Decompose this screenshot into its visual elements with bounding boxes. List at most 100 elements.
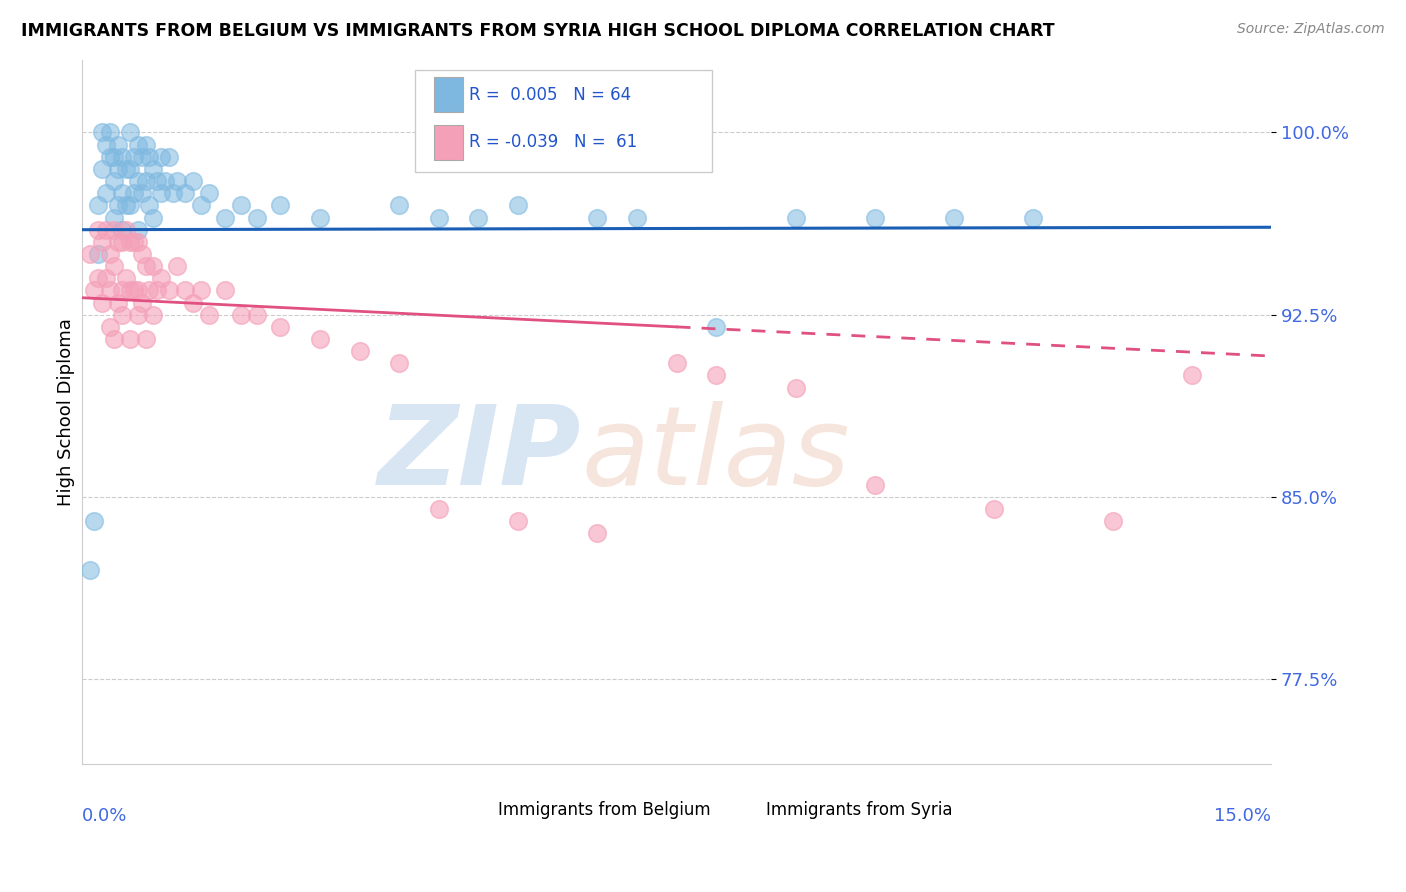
Point [107,161,129,176]
Point [111,150,134,164]
Y-axis label: High School Diploma: High School Diploma [58,318,75,506]
Point [87,271,110,285]
Point [135,174,157,188]
Point [114,198,136,212]
Point [94,186,117,201]
Point [135,259,157,273]
Point [103,174,125,188]
Point [127,223,149,237]
Text: R = -0.039   N =  61: R = -0.039 N = 61 [468,134,637,152]
Point [111,235,134,249]
Point [785,381,807,395]
Point [98,247,121,261]
Point [94,137,117,152]
Point [229,198,252,212]
Point [79,247,101,261]
FancyBboxPatch shape [434,125,463,160]
Point [198,308,221,322]
Point [427,211,450,225]
Point [98,284,121,298]
Point [142,259,165,273]
Text: Immigrants from Belgium: Immigrants from Belgium [498,801,711,819]
Point [111,284,134,298]
Point [1022,211,1045,225]
Point [586,526,609,541]
Point [349,344,371,359]
Text: atlas: atlas [582,401,851,508]
FancyBboxPatch shape [723,795,752,825]
Point [127,308,149,322]
Point [943,211,966,225]
Point [98,150,121,164]
Point [118,126,141,140]
Point [704,319,727,334]
Point [665,356,688,370]
Point [863,478,886,492]
Point [114,161,136,176]
Point [131,295,153,310]
Point [181,174,204,188]
Point [388,356,411,370]
Point [91,235,114,249]
Point [118,284,141,298]
Point [118,235,141,249]
Point [131,150,153,164]
Point [91,295,114,310]
Point [131,247,153,261]
Point [118,198,141,212]
Point [245,308,267,322]
Point [138,284,160,298]
Point [118,332,141,346]
Point [79,563,101,577]
Point [103,150,125,164]
Text: R =  0.005   N = 64: R = 0.005 N = 64 [468,86,631,103]
Point [87,198,110,212]
Point [91,126,114,140]
Point [427,502,450,516]
Point [983,502,1005,516]
Point [122,284,145,298]
Point [94,271,117,285]
Point [107,198,129,212]
Point [114,223,136,237]
Point [127,235,149,249]
Point [1181,368,1204,383]
Point [190,284,212,298]
Text: ZIP: ZIP [378,401,582,508]
Point [94,223,117,237]
Point [198,186,221,201]
Point [103,332,125,346]
Point [190,198,212,212]
Point [506,198,529,212]
Point [87,223,110,237]
Point [166,174,188,188]
Point [626,211,648,225]
Point [181,295,204,310]
Point [107,235,129,249]
FancyBboxPatch shape [434,78,463,112]
Point [142,308,165,322]
Point [704,368,727,383]
Point [166,259,188,273]
Point [111,186,134,201]
Point [506,514,529,528]
Point [174,186,197,201]
Point [83,514,105,528]
Point [214,284,236,298]
Point [142,161,165,176]
Point [107,137,129,152]
Point [114,271,136,285]
Point [138,150,160,164]
Point [98,319,121,334]
Point [155,174,177,188]
Point [467,211,489,225]
Point [135,332,157,346]
Point [98,126,121,140]
Text: 15.0%: 15.0% [1215,806,1271,824]
Point [157,150,180,164]
Point [103,259,125,273]
Point [111,223,134,237]
Point [127,174,149,188]
Point [214,211,236,225]
Point [162,186,184,201]
